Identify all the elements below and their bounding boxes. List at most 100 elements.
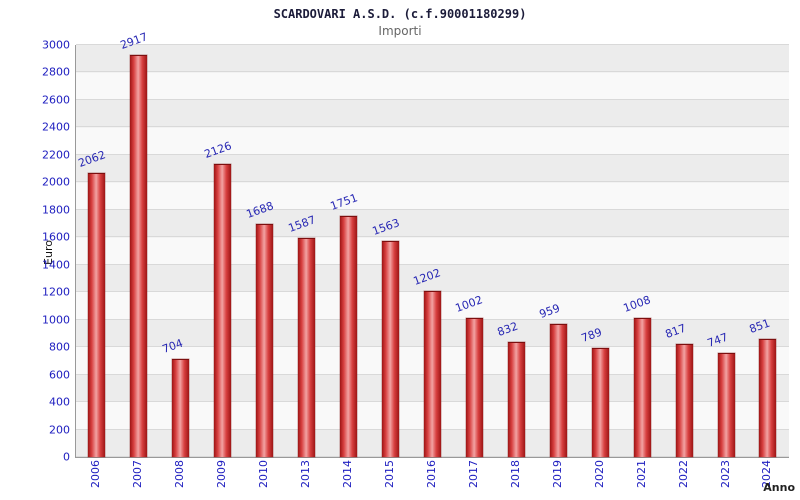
- x-tick-label: 2018: [508, 460, 522, 488]
- gridline: [76, 236, 789, 238]
- x-tick: 2006: [75, 460, 117, 498]
- bar-slot: 1587: [286, 45, 328, 457]
- y-axis: 0 200 400 600 800 1000 1200 1400 1600 1800 2000 220…: [0, 39, 70, 464]
- y-tick-label: 600: [49, 368, 70, 382]
- bar-2015: [382, 241, 400, 457]
- y-tick-label: 2400: [42, 120, 70, 134]
- bar-2021: [633, 317, 651, 457]
- x-tick: 2017: [452, 460, 494, 498]
- bar-slot: 2917: [118, 31, 160, 457]
- bar-slot: 832: [495, 45, 537, 457]
- x-tick: 2013: [285, 460, 327, 498]
- x-tick-label: 2010: [257, 460, 271, 488]
- bar-2018: [507, 341, 525, 457]
- bar-slot: 1202: [412, 45, 454, 457]
- bar-value-label: 704: [160, 336, 185, 357]
- bar-value-label: 1587: [286, 213, 317, 236]
- bar-2017: [465, 318, 483, 457]
- bar-2016: [423, 290, 441, 457]
- bar-series: 2062 2917 704 2126 1688 1587 1751 1563 1202 1002 8…: [76, 31, 789, 457]
- x-tick: 2008: [159, 460, 201, 498]
- x-tick: 2016: [411, 460, 453, 498]
- y-tick-label: 3000: [42, 38, 70, 52]
- gridline: [76, 181, 789, 183]
- bar-value-label: 851: [747, 316, 772, 337]
- bar-2007: [130, 55, 148, 457]
- x-axis: 2006 2007 2008 2009 2010 2013 2014 2015 2016 2017…: [75, 460, 788, 498]
- x-tick: 2018: [494, 460, 536, 498]
- bar-slot: 2062: [76, 45, 118, 457]
- chart-subtitle: Importi: [378, 24, 422, 38]
- x-tick-label: 2014: [341, 460, 355, 488]
- x-tick: 2021: [620, 460, 662, 498]
- bar-value-label: 789: [579, 325, 604, 345]
- bar-value-label: 2126: [202, 139, 234, 162]
- x-tick-label: 2006: [89, 460, 103, 488]
- y-tick-label: 2200: [42, 148, 70, 162]
- x-axis-title: Anno: [763, 481, 795, 494]
- bar-slot: 1002: [453, 45, 495, 457]
- y-tick-label: 2800: [42, 65, 70, 79]
- x-tick: 2007: [117, 460, 159, 498]
- bar-2022: [675, 343, 693, 457]
- x-tick-label: 2015: [383, 460, 397, 488]
- bar-2013: [298, 238, 316, 457]
- gridline: [76, 126, 789, 128]
- bar-2020: [591, 347, 609, 457]
- chart-title: SCARDOVARI A.S.D. (c.f.90001180299): [273, 7, 527, 21]
- bar-value-label: 1202: [412, 266, 443, 288]
- x-tick: 2020: [578, 460, 620, 498]
- y-tick-label: 400: [49, 395, 70, 409]
- x-tick-label: 2020: [592, 460, 606, 488]
- x-tick-label: 2009: [215, 460, 229, 488]
- y-tick-label: 0: [63, 450, 70, 464]
- y-tick-label: 2000: [42, 175, 70, 189]
- bar-value-label: 2062: [76, 148, 108, 170]
- bar-slot: 704: [160, 45, 202, 457]
- bar-2009: [214, 164, 232, 457]
- bar-2023: [717, 353, 735, 457]
- bar-slot: 1563: [370, 45, 412, 457]
- bar-value-label: 1688: [244, 199, 276, 222]
- bar-value-label: 817: [663, 321, 688, 341]
- x-tick-label: 2023: [718, 460, 732, 488]
- bar-2006: [88, 172, 106, 457]
- x-tick: 2019: [536, 460, 578, 498]
- x-tick-label: 2022: [676, 460, 690, 488]
- bar-2008: [172, 359, 190, 457]
- x-tick: 2014: [327, 460, 369, 498]
- bar-slot: 1751: [328, 45, 370, 457]
- x-tick-label: 2017: [466, 460, 480, 488]
- gridline: [76, 44, 789, 45]
- bar-2019: [549, 324, 567, 457]
- x-tick-label: 2019: [550, 460, 564, 488]
- bar-value-label: 959: [537, 301, 563, 322]
- y-tick-label: 2600: [42, 93, 70, 107]
- bar-slot: 1688: [244, 45, 286, 457]
- x-tick: 2009: [201, 460, 243, 498]
- bar-slot: 789: [579, 45, 621, 457]
- x-tick: 2010: [243, 460, 285, 498]
- bar-slot: 851: [747, 45, 789, 457]
- y-tick-label: 1800: [42, 203, 70, 217]
- x-tick: 2015: [369, 460, 411, 498]
- bar-2010: [256, 224, 274, 457]
- y-tick-label: 1600: [42, 230, 70, 244]
- x-tick-label: 2007: [131, 460, 145, 488]
- bar-value-label: 1563: [370, 216, 401, 239]
- x-tick-label: 2016: [424, 460, 438, 488]
- y-tick-label: 800: [49, 340, 70, 354]
- gridline: [76, 208, 789, 210]
- x-tick: 2022: [662, 460, 704, 498]
- bar-value-label: 747: [705, 331, 730, 351]
- bar-slot: 747: [705, 45, 747, 457]
- y-tick-label: 1400: [42, 258, 70, 272]
- bar-value-label: 1002: [453, 293, 485, 316]
- x-tick-label: 2013: [299, 460, 313, 488]
- bar-value-label: 1008: [621, 292, 653, 315]
- bar-value-label: 1751: [328, 190, 359, 213]
- gridline: [76, 98, 789, 100]
- y-tick-label: 1000: [42, 313, 70, 327]
- bar-slot: 959: [537, 45, 579, 457]
